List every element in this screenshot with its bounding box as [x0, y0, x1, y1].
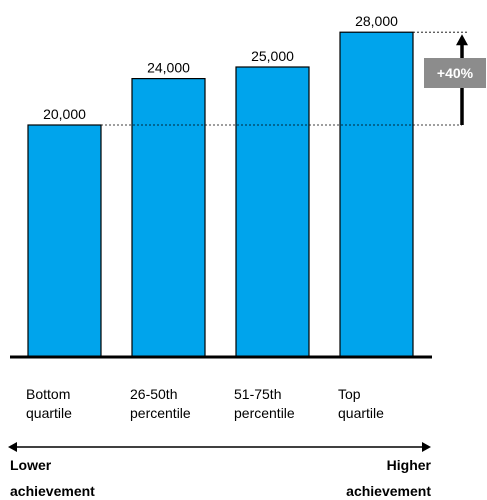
bar-value-label: 24,000 [147, 60, 190, 76]
bar [27, 124, 102, 358]
arrow-left-icon [8, 442, 17, 452]
increase-badge [424, 58, 486, 88]
value-labels-group: 20,000 24,000 25,000 28,000 [43, 13, 398, 122]
bar [131, 77, 206, 358]
up-arrow-icon [456, 34, 468, 46]
bar-value-label: 20,000 [43, 106, 86, 122]
category-label: percentile [234, 405, 295, 421]
category-label: percentile [130, 405, 191, 421]
category-label: 26-50th [130, 386, 177, 402]
axis-right-label-line2: achievement [346, 483, 431, 499]
category-label: Top [338, 386, 361, 402]
category-label: Bottom [26, 386, 70, 402]
achievement-axis: Lower achievement Higher achievement [8, 442, 432, 499]
increase-badge-label: +40% [437, 65, 474, 81]
bar [235, 66, 310, 358]
axis-right-label-line1: Higher [387, 457, 432, 473]
category-label: quartile [26, 405, 72, 421]
bar [339, 31, 414, 358]
bar-value-label: 25,000 [251, 48, 294, 64]
category-labels-group: Bottom quartile 26-50th percentile 51-75th pe… [26, 386, 384, 421]
increase-annotation: +40% [424, 34, 486, 125]
axis-left-label-line1: Lower [10, 457, 52, 473]
category-label: 51-75th [234, 386, 281, 402]
axis-left-label-line2: achievement [10, 483, 95, 499]
arrow-right-icon [422, 442, 431, 452]
bar-value-label: 28,000 [355, 13, 398, 29]
bars-group [27, 31, 414, 358]
category-label: quartile [338, 405, 384, 421]
